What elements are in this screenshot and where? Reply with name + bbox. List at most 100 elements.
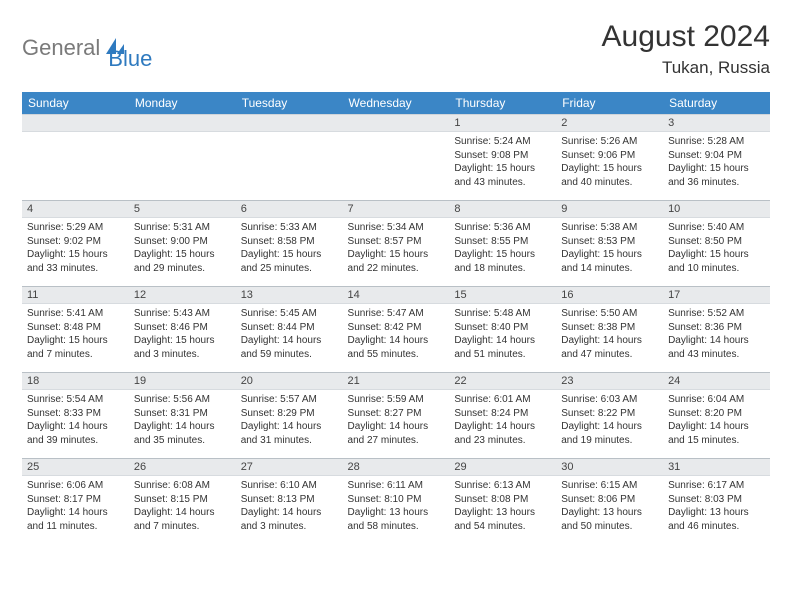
sunrise-line: Sunrise: 5:45 AM — [241, 307, 338, 321]
day-number-stripe: 7 — [343, 201, 450, 218]
title-block: August 2024 Tukan, Russia — [602, 20, 770, 78]
weekday-header: Tuesday — [236, 92, 343, 115]
daylight-line: Daylight: 14 hours and 27 minutes. — [348, 420, 445, 447]
sunrise-line: Sunrise: 6:06 AM — [27, 479, 124, 493]
daylight-line: Daylight: 14 hours and 35 minutes. — [134, 420, 231, 447]
daylight-line: Daylight: 15 hours and 36 minutes. — [668, 162, 765, 189]
daylight-line: Daylight: 14 hours and 55 minutes. — [348, 334, 445, 361]
day-number-stripe: 23 — [556, 373, 663, 390]
calendar-day-cell: 27Sunrise: 6:10 AMSunset: 8:13 PMDayligh… — [236, 459, 343, 545]
day-number-stripe: 26 — [129, 459, 236, 476]
sunrise-line: Sunrise: 6:08 AM — [134, 479, 231, 493]
day-body: Sunrise: 5:28 AMSunset: 9:04 PMDaylight:… — [663, 132, 770, 193]
calendar-table: SundayMondayTuesdayWednesdayThursdayFrid… — [22, 92, 770, 545]
weekday-header: Saturday — [663, 92, 770, 115]
weekday-header: Thursday — [449, 92, 556, 115]
sunset-line: Sunset: 8:57 PM — [348, 235, 445, 249]
calendar-day-cell — [129, 115, 236, 201]
sunrise-line: Sunrise: 5:41 AM — [27, 307, 124, 321]
sunset-line: Sunset: 8:08 PM — [454, 493, 551, 507]
weekday-header: Monday — [129, 92, 236, 115]
day-number-stripe: 28 — [343, 459, 450, 476]
sunset-line: Sunset: 9:02 PM — [27, 235, 124, 249]
day-body: Sunrise: 5:43 AMSunset: 8:46 PMDaylight:… — [129, 304, 236, 365]
sunrise-line: Sunrise: 5:36 AM — [454, 221, 551, 235]
sunrise-line: Sunrise: 6:03 AM — [561, 393, 658, 407]
day-body: Sunrise: 5:47 AMSunset: 8:42 PMDaylight:… — [343, 304, 450, 365]
calendar-day-cell: 19Sunrise: 5:56 AMSunset: 8:31 PMDayligh… — [129, 373, 236, 459]
daylight-line: Daylight: 15 hours and 3 minutes. — [134, 334, 231, 361]
sunrise-line: Sunrise: 6:04 AM — [668, 393, 765, 407]
calendar-day-cell: 8Sunrise: 5:36 AMSunset: 8:55 PMDaylight… — [449, 201, 556, 287]
day-number-stripe: 29 — [449, 459, 556, 476]
daylight-line: Daylight: 15 hours and 22 minutes. — [348, 248, 445, 275]
calendar-day-cell: 10Sunrise: 5:40 AMSunset: 8:50 PMDayligh… — [663, 201, 770, 287]
sunrise-line: Sunrise: 5:52 AM — [668, 307, 765, 321]
calendar-day-cell: 16Sunrise: 5:50 AMSunset: 8:38 PMDayligh… — [556, 287, 663, 373]
day-body: Sunrise: 5:26 AMSunset: 9:06 PMDaylight:… — [556, 132, 663, 193]
sunrise-line: Sunrise: 5:29 AM — [27, 221, 124, 235]
sunrise-line: Sunrise: 5:26 AM — [561, 135, 658, 149]
day-number-stripe: 8 — [449, 201, 556, 218]
day-body: Sunrise: 6:10 AMSunset: 8:13 PMDaylight:… — [236, 476, 343, 537]
sunset-line: Sunset: 8:13 PM — [241, 493, 338, 507]
day-body: Sunrise: 5:31 AMSunset: 9:00 PMDaylight:… — [129, 218, 236, 279]
daylight-line: Daylight: 14 hours and 31 minutes. — [241, 420, 338, 447]
sunset-line: Sunset: 8:38 PM — [561, 321, 658, 335]
day-number-stripe: 31 — [663, 459, 770, 476]
day-number-stripe: 4 — [22, 201, 129, 218]
daylight-line: Daylight: 14 hours and 47 minutes. — [561, 334, 658, 361]
sunset-line: Sunset: 9:06 PM — [561, 149, 658, 163]
daylight-line: Daylight: 15 hours and 10 minutes. — [668, 248, 765, 275]
day-number-stripe: 30 — [556, 459, 663, 476]
sunset-line: Sunset: 8:22 PM — [561, 407, 658, 421]
day-body: Sunrise: 6:11 AMSunset: 8:10 PMDaylight:… — [343, 476, 450, 537]
day-body: Sunrise: 5:54 AMSunset: 8:33 PMDaylight:… — [22, 390, 129, 451]
sunrise-line: Sunrise: 5:56 AM — [134, 393, 231, 407]
calendar-day-cell: 29Sunrise: 6:13 AMSunset: 8:08 PMDayligh… — [449, 459, 556, 545]
calendar-week-row: 11Sunrise: 5:41 AMSunset: 8:48 PMDayligh… — [22, 287, 770, 373]
daylight-line: Daylight: 15 hours and 25 minutes. — [241, 248, 338, 275]
sunset-line: Sunset: 8:29 PM — [241, 407, 338, 421]
sunrise-line: Sunrise: 5:40 AM — [668, 221, 765, 235]
day-number-stripe — [129, 115, 236, 132]
daylight-line: Daylight: 14 hours and 11 minutes. — [27, 506, 124, 533]
sunset-line: Sunset: 9:08 PM — [454, 149, 551, 163]
day-body: Sunrise: 5:33 AMSunset: 8:58 PMDaylight:… — [236, 218, 343, 279]
calendar-day-cell: 22Sunrise: 6:01 AMSunset: 8:24 PMDayligh… — [449, 373, 556, 459]
daylight-line: Daylight: 14 hours and 15 minutes. — [668, 420, 765, 447]
sunrise-line: Sunrise: 6:13 AM — [454, 479, 551, 493]
calendar-day-cell: 6Sunrise: 5:33 AMSunset: 8:58 PMDaylight… — [236, 201, 343, 287]
daylight-line: Daylight: 13 hours and 46 minutes. — [668, 506, 765, 533]
calendar-day-cell: 25Sunrise: 6:06 AMSunset: 8:17 PMDayligh… — [22, 459, 129, 545]
day-body: Sunrise: 6:08 AMSunset: 8:15 PMDaylight:… — [129, 476, 236, 537]
calendar-day-cell: 2Sunrise: 5:26 AMSunset: 9:06 PMDaylight… — [556, 115, 663, 201]
sunset-line: Sunset: 8:58 PM — [241, 235, 338, 249]
day-number-stripe: 27 — [236, 459, 343, 476]
day-number-stripe — [22, 115, 129, 132]
day-body — [22, 132, 129, 190]
calendar-day-cell: 28Sunrise: 6:11 AMSunset: 8:10 PMDayligh… — [343, 459, 450, 545]
sunrise-line: Sunrise: 5:57 AM — [241, 393, 338, 407]
calendar-week-row: 4Sunrise: 5:29 AMSunset: 9:02 PMDaylight… — [22, 201, 770, 287]
day-number-stripe: 22 — [449, 373, 556, 390]
calendar-day-cell — [343, 115, 450, 201]
daylight-line: Daylight: 15 hours and 40 minutes. — [561, 162, 658, 189]
day-number-stripe: 20 — [236, 373, 343, 390]
sunset-line: Sunset: 8:33 PM — [27, 407, 124, 421]
day-number-stripe: 15 — [449, 287, 556, 304]
daylight-line: Daylight: 15 hours and 29 minutes. — [134, 248, 231, 275]
sunset-line: Sunset: 8:24 PM — [454, 407, 551, 421]
calendar-day-cell: 21Sunrise: 5:59 AMSunset: 8:27 PMDayligh… — [343, 373, 450, 459]
day-number-stripe: 1 — [449, 115, 556, 132]
calendar-head: SundayMondayTuesdayWednesdayThursdayFrid… — [22, 92, 770, 115]
day-number-stripe: 13 — [236, 287, 343, 304]
calendar-week-row: 1Sunrise: 5:24 AMSunset: 9:08 PMDaylight… — [22, 115, 770, 201]
daylight-line: Daylight: 15 hours and 33 minutes. — [27, 248, 124, 275]
sunrise-line: Sunrise: 5:31 AM — [134, 221, 231, 235]
sunset-line: Sunset: 8:53 PM — [561, 235, 658, 249]
daylight-line: Daylight: 14 hours and 39 minutes. — [27, 420, 124, 447]
day-number-stripe: 5 — [129, 201, 236, 218]
sunrise-line: Sunrise: 6:10 AM — [241, 479, 338, 493]
sunset-line: Sunset: 8:20 PM — [668, 407, 765, 421]
